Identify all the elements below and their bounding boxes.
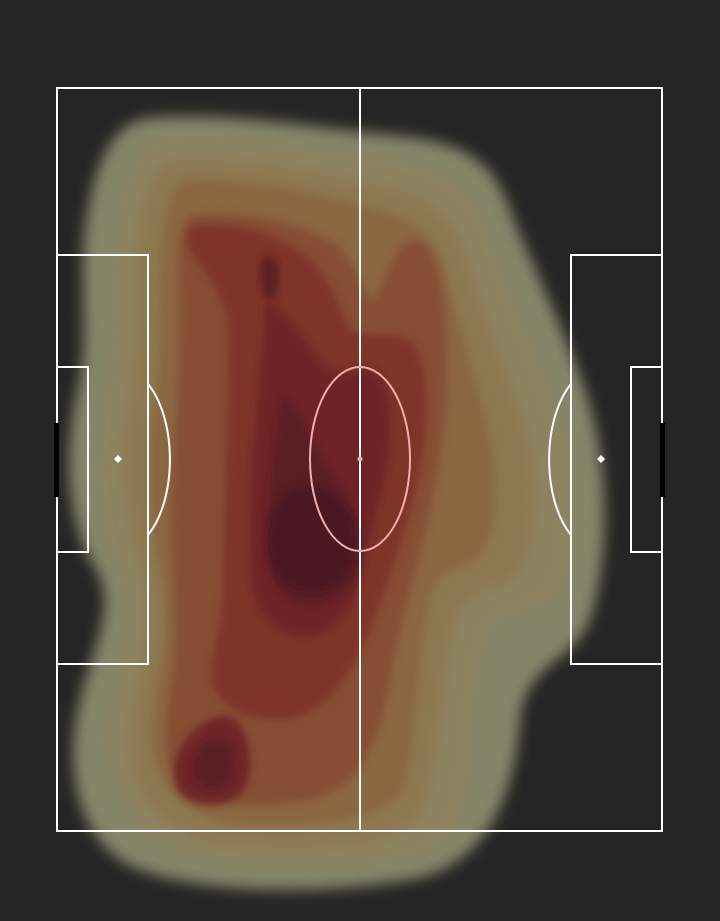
centre-circle xyxy=(309,366,411,552)
left-penalty-arc xyxy=(147,383,171,536)
heat-level-7-lower xyxy=(194,739,234,789)
centre-spot xyxy=(357,456,363,462)
right-six-yard-box xyxy=(630,366,663,553)
right-penalty-arc xyxy=(548,383,572,536)
right-penalty-spot xyxy=(597,455,605,463)
heat-level-8 xyxy=(267,486,356,593)
right-goal xyxy=(660,423,665,497)
left-penalty-spot xyxy=(114,455,122,463)
heat-level-7-upper xyxy=(260,255,279,300)
left-goal xyxy=(54,423,59,497)
heatmap-layers xyxy=(69,116,605,890)
